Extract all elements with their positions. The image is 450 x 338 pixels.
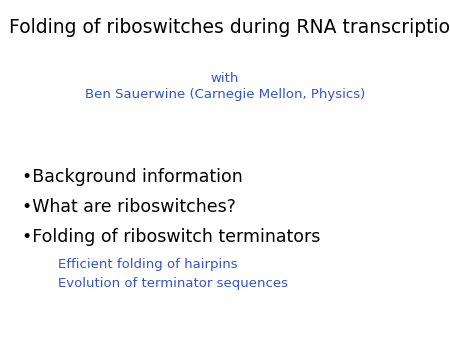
Text: Efficient folding of hairpins: Efficient folding of hairpins [58,258,238,271]
Text: Ben Sauerwine (Carnegie Mellon, Physics): Ben Sauerwine (Carnegie Mellon, Physics) [85,88,365,101]
Text: with: with [211,72,239,85]
Text: Folding of riboswitches during RNA transcription: Folding of riboswitches during RNA trans… [9,18,450,37]
Text: •What are riboswitches?: •What are riboswitches? [22,198,236,216]
Text: •Folding of riboswitch terminators: •Folding of riboswitch terminators [22,228,321,246]
Text: Evolution of terminator sequences: Evolution of terminator sequences [58,277,288,290]
Text: •Background information: •Background information [22,168,243,186]
